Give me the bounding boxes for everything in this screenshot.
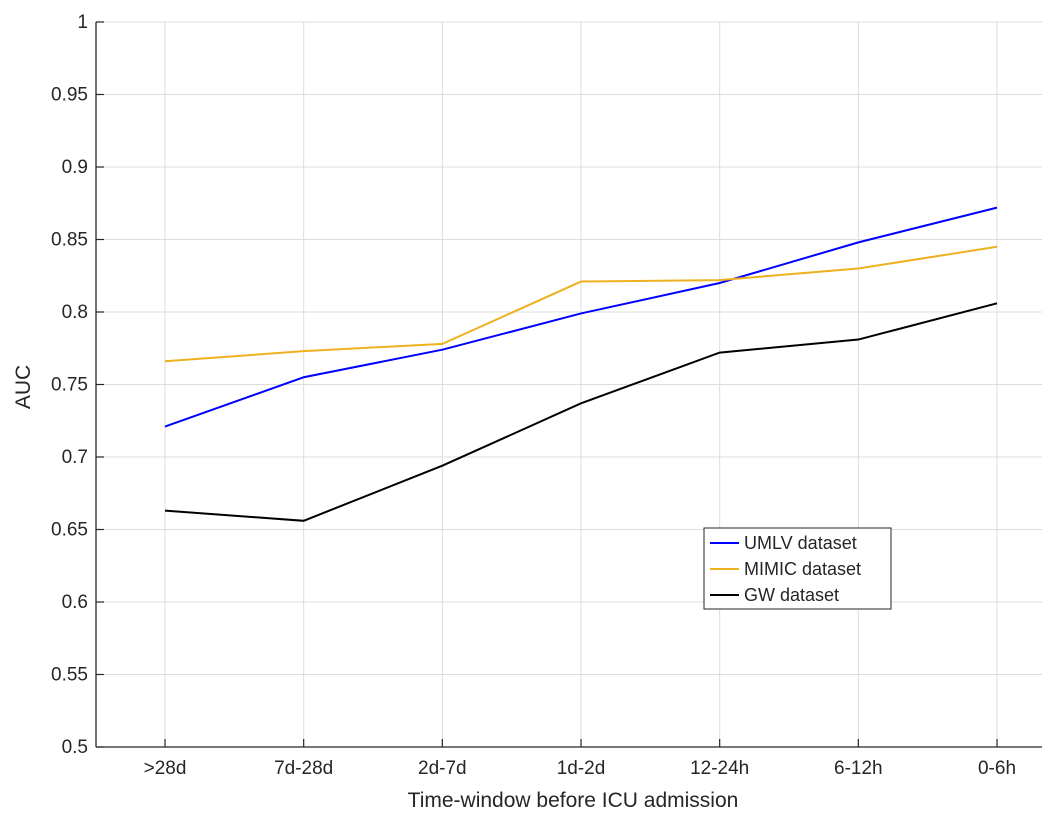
series-line-2 [164,245,998,363]
y-axis-label: AUC [12,365,35,409]
x-tick-label: 0-6h [978,758,1016,779]
tick-labels: 0.5 0.55 0.6 0.65 0.7 0.75 0.8 0.85 0.9 0.95 1 >28d… [51,12,1016,779]
y-tick-label: 0.95 [51,85,88,106]
y-tick-label: 0.85 [51,230,88,251]
x-tick-label: >28d [144,758,187,779]
x-tick-label: 1d-2d [557,758,606,779]
legend-label: MIMIC dataset [744,559,861,579]
x-tick-label: 6-12h [834,758,883,779]
y-tick-label: 0.6 [62,592,88,613]
grid [96,21,1042,748]
y-tick-label: 1 [77,12,88,33]
y-tick-label: 0.5 [62,737,88,758]
legend: UMLV dataset MIMIC dataset GW dataset [703,527,892,610]
x-tick-label: 2d-7d [418,758,467,779]
y-tick-label: 0.9 [62,157,88,178]
legend-label: UMLV dataset [744,533,857,553]
y-tick-label: 0.55 [51,665,88,686]
series-lines [164,206,998,522]
y-tick-label: 0.65 [51,520,88,541]
series-line-1 [164,206,998,428]
axes [95,21,1042,748]
legend-label: GW dataset [744,585,839,605]
x-tick-label: 12-24h [690,758,749,779]
y-tick-label: 0.7 [62,447,88,468]
x-axis-label: Time-window before ICU admission [408,789,739,812]
series-line-3 [164,302,998,522]
x-tick-label: 7d-28d [274,758,333,779]
y-tick-label: 0.8 [62,302,88,323]
y-tick-label: 0.75 [51,375,88,396]
